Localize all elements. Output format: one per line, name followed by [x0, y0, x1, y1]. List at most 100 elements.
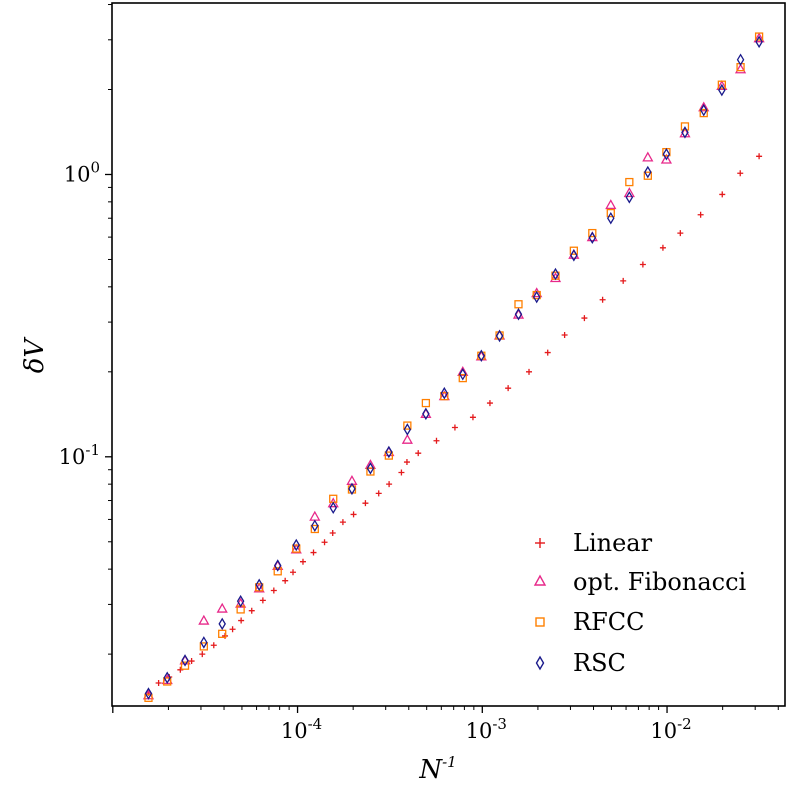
- data-point: [200, 636, 208, 649]
- data-point: [198, 614, 210, 625]
- series-rsc: [144, 35, 763, 700]
- data-point: [385, 445, 393, 459]
- data-point: [639, 261, 646, 268]
- data-point: [756, 153, 763, 160]
- data-point: [544, 349, 551, 356]
- data-point: [716, 80, 728, 91]
- data-point: [421, 398, 431, 408]
- data-point: [605, 199, 617, 210]
- data-point: [403, 423, 412, 436]
- data-point: [607, 211, 615, 225]
- legend-label-fibonacci: opt. Fibonacci: [573, 568, 747, 596]
- data-point: [698, 101, 710, 112]
- y-tick-label: 100: [64, 158, 100, 186]
- series-opt-fibonacci: [142, 32, 765, 700]
- data-point: [311, 519, 319, 532]
- data-point: [623, 187, 635, 198]
- data-point: [433, 437, 440, 444]
- data-point: [581, 315, 588, 322]
- data-point: [415, 450, 422, 457]
- data-point: [440, 386, 449, 400]
- data-point: [309, 510, 321, 521]
- data-point: [451, 424, 458, 431]
- data-point: [644, 165, 652, 179]
- data-point: [531, 287, 543, 298]
- data-point: [144, 687, 153, 700]
- data-point: [551, 267, 560, 281]
- data-point: [486, 400, 493, 407]
- data-point: [699, 103, 708, 117]
- y-axis-ticks: 100 10-1: [59, 4, 112, 655]
- data-point: [625, 177, 634, 187]
- data-point: [403, 421, 412, 430]
- data-point: [458, 373, 467, 383]
- data-point: [366, 462, 375, 475]
- data-point: [754, 32, 764, 41]
- data-point: [386, 481, 393, 488]
- data-point: [457, 365, 469, 376]
- data-point: [218, 617, 226, 631]
- data-point: [620, 277, 627, 284]
- data-point: [366, 467, 375, 476]
- data-point: [375, 490, 382, 497]
- data-point: [273, 567, 282, 576]
- data-point: [403, 459, 410, 466]
- data-point: [561, 332, 568, 339]
- data-point: [310, 524, 319, 534]
- data-point: [222, 632, 229, 639]
- y-axis-label: δV: [20, 337, 50, 374]
- data-point: [218, 629, 227, 638]
- data-point: [717, 80, 726, 89]
- legend-label-rsc: RSC: [573, 649, 626, 677]
- data-point: [697, 211, 704, 218]
- data-point: [163, 677, 172, 686]
- data-point: [660, 153, 673, 164]
- series-linear: [145, 153, 763, 696]
- data-point: [155, 680, 162, 687]
- data-point: [398, 469, 405, 476]
- data-point: [526, 368, 533, 375]
- data-point: [329, 530, 336, 537]
- data-point: [236, 594, 245, 608]
- data-point: [718, 83, 726, 97]
- data-point: [290, 543, 302, 554]
- plot-frame: [111, 2, 786, 707]
- data-point: [588, 228, 597, 238]
- data-point: [188, 658, 195, 665]
- data-point: [599, 296, 606, 303]
- data-point: [199, 651, 206, 658]
- data-point: [299, 558, 306, 565]
- legend-marker-fibonacci: [533, 574, 547, 586]
- data-point: [642, 151, 654, 162]
- data-point: [495, 329, 504, 343]
- data-point: [680, 122, 690, 131]
- data-point: [719, 191, 726, 198]
- data-point: [321, 539, 328, 546]
- data-points: [142, 32, 765, 703]
- data-point: [588, 231, 597, 244]
- data-point: [181, 654, 189, 667]
- data-point: [248, 607, 255, 614]
- data-point: [753, 32, 765, 43]
- data-point: [348, 482, 356, 496]
- data-point: [755, 35, 763, 49]
- legend: Linear opt. Fibonacci RFCC RSC: [533, 529, 747, 677]
- x-axis-ticks: 10-4 10-3 10-2: [112, 706, 779, 743]
- data-point: [384, 451, 393, 460]
- data-point: [310, 549, 317, 556]
- data-point: [229, 626, 236, 633]
- data-point: [350, 511, 357, 518]
- legend-marker-linear: [535, 538, 545, 548]
- y-tick-label: 10-1: [59, 441, 100, 469]
- data-point: [422, 407, 430, 421]
- data-point: [681, 126, 689, 139]
- data-point: [144, 693, 153, 703]
- data-point: [339, 519, 346, 526]
- data-point: [737, 170, 744, 177]
- data-point: [259, 597, 266, 604]
- data-point: [292, 538, 301, 552]
- data-point: [736, 53, 745, 66]
- x-tick-label: 10-3: [466, 715, 507, 743]
- data-point: [606, 208, 615, 218]
